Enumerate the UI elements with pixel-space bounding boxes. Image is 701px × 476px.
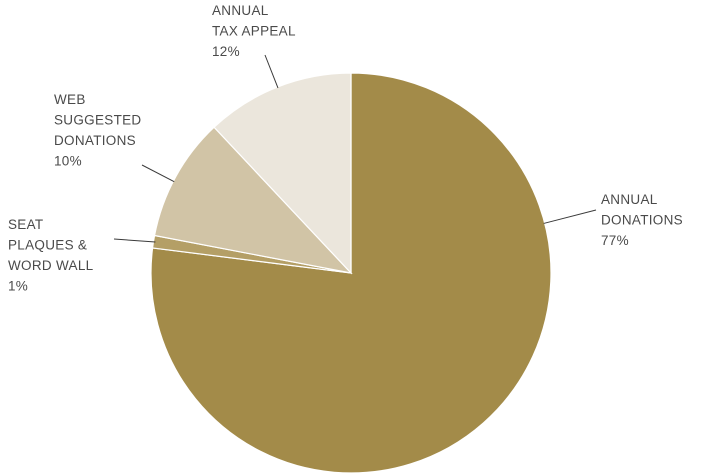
leader-line bbox=[113, 238, 156, 243]
label-line: WEB bbox=[54, 92, 86, 107]
label-annual-tax-appeal: ANNUAL TAX APPEAL 12% bbox=[212, 3, 299, 59]
label-line: SEAT bbox=[8, 217, 43, 232]
label-line: DONATIONS bbox=[54, 133, 136, 148]
label-line: WORD WALL bbox=[8, 258, 94, 273]
leader-line bbox=[264, 54, 279, 89]
label-line: ANNUAL bbox=[212, 3, 269, 18]
label-percent: 1% bbox=[8, 279, 28, 294]
label-percent: 77% bbox=[601, 233, 629, 248]
label-seat-plaques: SEAT PLAQUES & WORD WALL 1% bbox=[8, 217, 97, 294]
label-line: ANNUAL bbox=[601, 192, 658, 207]
leader-line bbox=[543, 209, 597, 224]
leader-lines bbox=[113, 54, 597, 243]
label-line: PLAQUES & bbox=[8, 238, 87, 253]
label-line: SUGGESTED bbox=[54, 113, 141, 128]
label-percent: 12% bbox=[212, 44, 240, 59]
pie-slices bbox=[150, 72, 552, 474]
label-line: TAX APPEAL bbox=[212, 24, 296, 39]
leader-line bbox=[141, 164, 175, 183]
label-web-suggested-donations: WEB SUGGESTED DONATIONS 10% bbox=[54, 92, 146, 169]
label-percent: 10% bbox=[54, 154, 82, 169]
pie-slice bbox=[153, 126, 353, 274]
label-annual-donations: ANNUAL DONATIONS 77% bbox=[601, 192, 687, 248]
label-line: DONATIONS bbox=[601, 213, 683, 228]
